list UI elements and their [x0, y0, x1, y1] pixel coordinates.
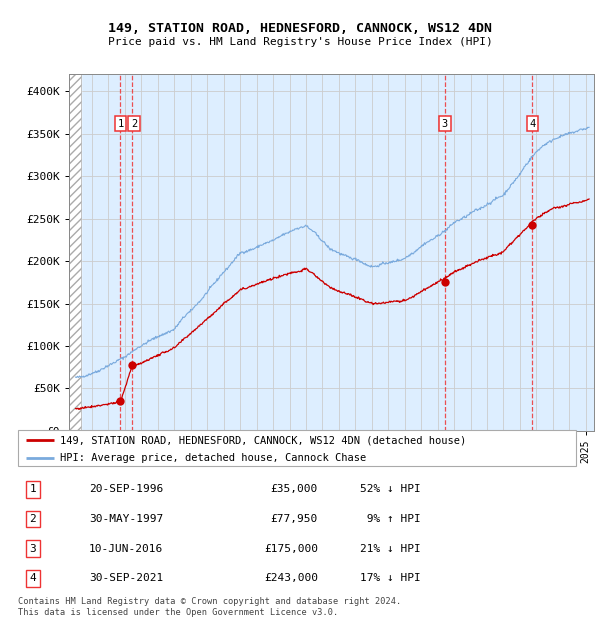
- Text: 30-MAY-1997: 30-MAY-1997: [89, 514, 163, 524]
- Text: £243,000: £243,000: [264, 574, 318, 583]
- Text: £175,000: £175,000: [264, 544, 318, 554]
- Text: Contains HM Land Registry data © Crown copyright and database right 2024.
This d: Contains HM Land Registry data © Crown c…: [18, 598, 401, 617]
- Text: 3: 3: [29, 544, 37, 554]
- Text: £77,950: £77,950: [271, 514, 318, 524]
- Text: 10-JUN-2016: 10-JUN-2016: [89, 544, 163, 554]
- Text: 20-SEP-1996: 20-SEP-1996: [89, 484, 163, 494]
- Text: 2: 2: [29, 514, 37, 524]
- Text: Price paid vs. HM Land Registry's House Price Index (HPI): Price paid vs. HM Land Registry's House …: [107, 37, 493, 47]
- FancyBboxPatch shape: [18, 430, 576, 466]
- Text: 52% ↓ HPI: 52% ↓ HPI: [360, 484, 421, 494]
- Text: 9% ↑ HPI: 9% ↑ HPI: [360, 514, 421, 524]
- Text: 3: 3: [442, 118, 448, 128]
- Text: 4: 4: [529, 118, 535, 128]
- Text: 17% ↓ HPI: 17% ↓ HPI: [360, 574, 421, 583]
- Text: 1: 1: [29, 484, 37, 494]
- Bar: [69, 74, 80, 431]
- Text: £35,000: £35,000: [271, 484, 318, 494]
- Text: 2: 2: [131, 118, 137, 128]
- Text: 149, STATION ROAD, HEDNESFORD, CANNOCK, WS12 4DN: 149, STATION ROAD, HEDNESFORD, CANNOCK, …: [108, 22, 492, 35]
- Bar: [69, 74, 80, 431]
- Text: 149, STATION ROAD, HEDNESFORD, CANNOCK, WS12 4DN (detached house): 149, STATION ROAD, HEDNESFORD, CANNOCK, …: [60, 435, 466, 445]
- Text: HPI: Average price, detached house, Cannock Chase: HPI: Average price, detached house, Cann…: [60, 453, 366, 463]
- Text: 21% ↓ HPI: 21% ↓ HPI: [360, 544, 421, 554]
- Text: 30-SEP-2021: 30-SEP-2021: [89, 574, 163, 583]
- Text: 1: 1: [117, 118, 124, 128]
- Text: 4: 4: [29, 574, 37, 583]
